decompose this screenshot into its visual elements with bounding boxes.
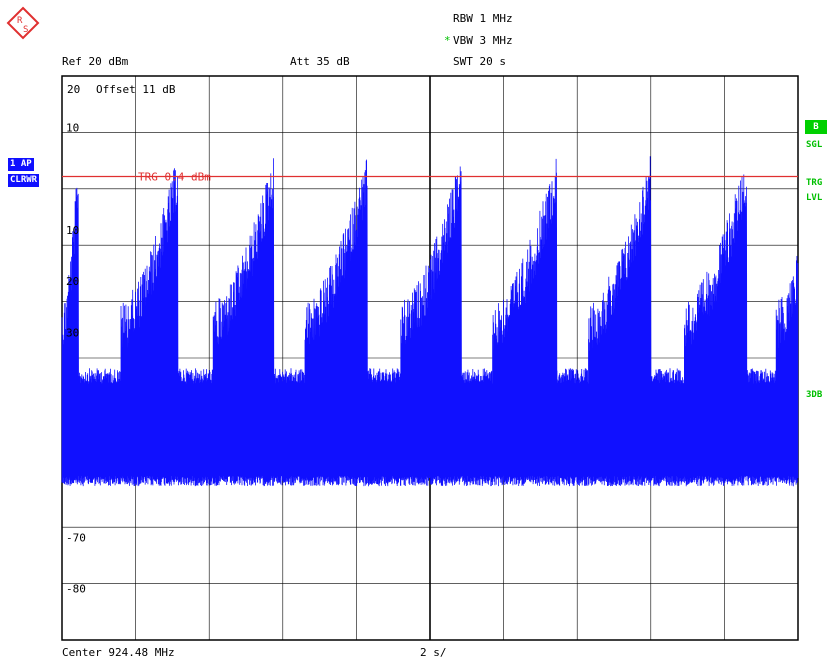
trace-mode-indicator: CLRWR xyxy=(8,174,40,187)
svg-text:R: R xyxy=(17,16,23,26)
offset-label: Offset 11 dB xyxy=(96,83,176,96)
trg-label: TRG xyxy=(806,178,823,188)
y-tick-label: 20 xyxy=(66,275,79,288)
trace-indicator: 1 AP xyxy=(8,158,34,171)
vbw-modified-marker: * xyxy=(444,34,451,47)
y-tick-label: -80 xyxy=(66,583,86,596)
y-tick-label: 10 xyxy=(66,121,79,134)
status-b-badge: B xyxy=(805,120,827,134)
svg-text:S: S xyxy=(23,25,28,35)
rohde-schwarz-logo: R S xyxy=(6,6,40,40)
ref-level-label: Ref 20 dBm xyxy=(62,55,129,68)
trigger-level-label: TRG 0.4 dBm xyxy=(138,170,211,183)
top-level-label: 20 xyxy=(67,83,80,96)
span-per-div-label: 2 s/ xyxy=(420,646,447,659)
trace-line xyxy=(61,156,799,487)
rbw-label: RBW 1 MHz xyxy=(453,12,513,25)
sgl-label: SGL xyxy=(806,140,823,150)
attenuation-label: Att 35 dB xyxy=(290,55,350,68)
trace-path xyxy=(61,156,799,487)
3db-label: 3DB xyxy=(806,390,823,400)
vbw-label: VBW 3 MHz xyxy=(453,34,513,47)
sweep-time-label: SWT 20 s xyxy=(453,55,506,68)
y-tick-label: 10 xyxy=(66,224,79,237)
y-tick-label: -70 xyxy=(66,531,86,544)
center-frequency-label: Center 924.48 MHz xyxy=(62,646,175,659)
chart-overlay: TRG 0.4 dBm xyxy=(62,170,798,183)
lvl-label: LVL xyxy=(806,193,823,203)
y-tick-label: 30 xyxy=(66,326,79,339)
chart-labels: 20 Offset 11 dB 10 10 20 30 -70 -80 xyxy=(66,83,176,596)
